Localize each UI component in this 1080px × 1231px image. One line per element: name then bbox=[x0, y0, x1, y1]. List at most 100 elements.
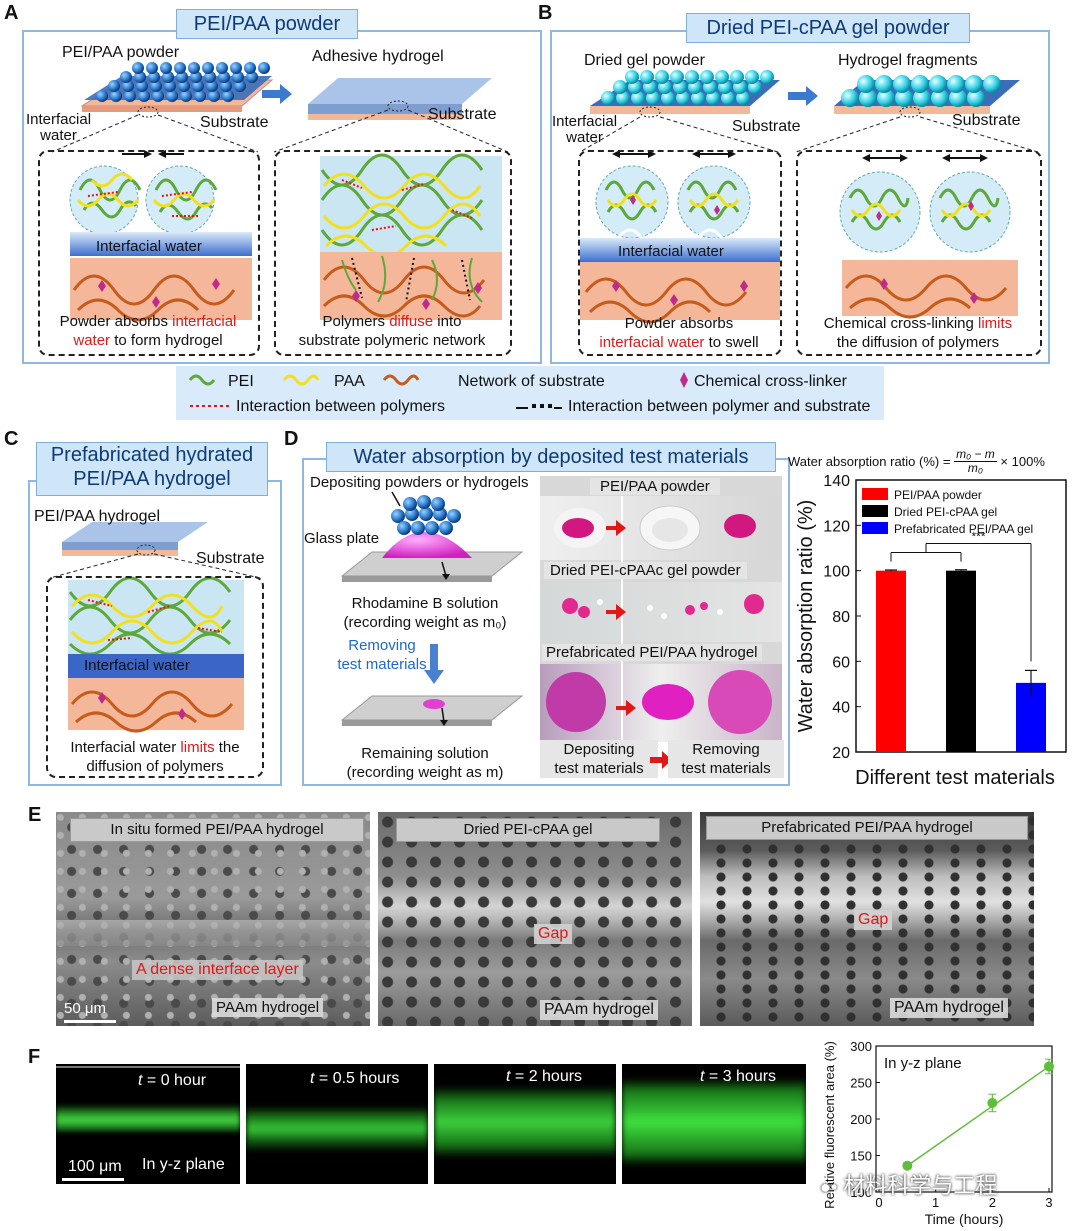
panel-e-letter: E bbox=[28, 804, 42, 826]
water-absorption-bar-chart: 20 40 60 80 100 120 140 Water absorption ratio … bbox=[795, 473, 1067, 789]
cap-text-3: substrate polymeric network bbox=[298, 332, 486, 349]
panel-d-bottom-arrow bbox=[650, 751, 672, 769]
scale-bar bbox=[62, 1178, 124, 1181]
y-tick-label: 300 bbox=[850, 1039, 872, 1054]
sem-2-title: Dried PEI-cPAA gel bbox=[396, 818, 660, 842]
panel-a-interfacial-water-band: Interfacial water bbox=[96, 238, 202, 255]
panel-a-caption-left: Powder absorbs interfacial water to form… bbox=[40, 312, 256, 350]
wechat-icon: ●• bbox=[820, 1177, 838, 1197]
panel-b-interfacial-water-band: Interfacial water bbox=[618, 243, 724, 260]
watermark-text: 材料科学与工程 bbox=[843, 1173, 998, 1198]
legend-swatches bbox=[188, 372, 688, 409]
significance-label: *** bbox=[971, 529, 985, 543]
panel-d-bottom-left: Depositing test materials bbox=[540, 740, 658, 778]
sem-3-red-label: Gap bbox=[854, 910, 893, 930]
sem-image-2 bbox=[378, 812, 692, 1026]
panel-a-letter: A bbox=[4, 2, 19, 24]
y-tick-label: 140 bbox=[823, 473, 850, 490]
sem-3-bottom-label: PAAm hydrogel bbox=[890, 998, 1008, 1018]
cap-text-2: to form hydrogel bbox=[110, 332, 223, 349]
legend-crosslinker: Chemical cross-linker bbox=[694, 373, 847, 390]
legend bbox=[176, 366, 884, 420]
panel-c-title: Prefabricated hydrated PEI/PAA hydrogel bbox=[36, 442, 268, 496]
legend-interaction-polymers: Interaction between polymers bbox=[236, 398, 445, 415]
legend-interaction-substrate: Interaction between polymer and substrat… bbox=[568, 398, 871, 415]
t-var: t bbox=[700, 1068, 705, 1085]
y-tick-label: 150 bbox=[850, 1149, 872, 1164]
rhodamine-line: Rhodamine B solution bbox=[351, 595, 499, 612]
panel-b-fragments-label: Hydrogel fragments bbox=[838, 52, 978, 69]
photo-label-1: PEI/PAA powder bbox=[590, 478, 720, 495]
t-value: = 0.5 hours bbox=[314, 1070, 400, 1087]
panel-c-box bbox=[46, 576, 264, 778]
cap-text: Powder absorbs bbox=[59, 313, 173, 330]
sem-image-1 bbox=[56, 812, 370, 1026]
cap-red: limits bbox=[180, 739, 215, 756]
sem-1-scale-bar bbox=[64, 1020, 116, 1023]
bottom-left-line-2: test materials bbox=[554, 760, 644, 777]
panel-d-letter: D bbox=[284, 428, 299, 450]
t-value: = 3 hours bbox=[704, 1068, 777, 1085]
plot-annotation: In y-z plane bbox=[884, 1055, 962, 1072]
x-axis-label: Time (hours) bbox=[925, 1211, 1004, 1227]
powder-spheres bbox=[96, 62, 270, 102]
sem-2-bottom-label: PAAm hydrogel bbox=[540, 1000, 658, 1020]
bottom-right-line-2: test materials bbox=[681, 760, 771, 777]
panel-d-title: Water absorption by deposited test mater… bbox=[326, 442, 776, 472]
legend-swatch bbox=[862, 505, 888, 517]
sem-1-scale-bar-text: 50 μm bbox=[64, 1000, 106, 1017]
panel-b-caption-right: Chemical cross-linking limits the diffus… bbox=[796, 314, 1040, 352]
panel-a-illustration bbox=[51, 62, 509, 322]
remaining-line: Remaining solution bbox=[361, 745, 489, 762]
fl-band bbox=[434, 1086, 616, 1158]
cap-red: diffuse bbox=[389, 313, 434, 330]
fl-band bbox=[56, 1104, 240, 1132]
panel-a-substrate-left: Substrate bbox=[200, 114, 269, 131]
photo-label-3: Prefabricated PEI/PAA hydrogel bbox=[542, 644, 762, 661]
sem-1-red-label: A dense interface layer bbox=[132, 960, 303, 980]
panel-d-rhodamine: Rhodamine B solution (recording weight a… bbox=[320, 594, 530, 632]
legend-network: Network of substrate bbox=[458, 373, 605, 390]
formula-den: m₀ bbox=[967, 461, 983, 475]
legend-label: Prefabricated PEI/PAA gel bbox=[894, 522, 1033, 536]
title-line-2: PEI/PAA hydrogel bbox=[73, 468, 231, 490]
legend-label: PEI/PAA powder bbox=[894, 488, 982, 502]
panel-d-formula: Water absorption ratio (%) = m₀ − m m₀ ×… bbox=[788, 448, 1045, 475]
fl-band bbox=[622, 1078, 806, 1166]
formula-suffix: × 100% bbox=[1000, 454, 1045, 469]
panel-d-glass-plate: Glass plate bbox=[304, 530, 380, 547]
panel-d-schematic bbox=[340, 491, 524, 726]
panel-b-title: Dried PEI-cPAA gel powder bbox=[686, 13, 970, 43]
panel-a-adhesive-label: Adhesive hydrogel bbox=[312, 48, 444, 65]
cap-red-2: water bbox=[73, 332, 111, 349]
bar bbox=[876, 570, 906, 752]
panel-d-removing: Removing test materials bbox=[322, 636, 442, 674]
t-value: = 2 hours bbox=[510, 1068, 583, 1085]
panel-b-substrate-left: Substrate bbox=[732, 118, 801, 135]
panel-c-illustration bbox=[49, 522, 261, 733]
y-tick-label: 60 bbox=[832, 654, 850, 671]
panel-b-letter: B bbox=[538, 2, 553, 24]
sem-3-title: Prefabricated PEI/PAA hydrogel bbox=[706, 816, 1028, 840]
cap-text: Powder absorbs bbox=[624, 315, 734, 332]
cap-text: Chemical cross-linking bbox=[823, 315, 979, 332]
panel-c-caption: Interfacial water limits the diffusion o… bbox=[46, 738, 264, 776]
data-point bbox=[1044, 1061, 1054, 1072]
formula-prefix: Water absorption ratio (%) = bbox=[788, 454, 955, 469]
y-tick-label: 100 bbox=[823, 564, 850, 581]
formula-num: m₀ − m bbox=[954, 447, 997, 462]
fl-band bbox=[246, 1106, 428, 1152]
recording-m-line: (recording weight as m) bbox=[346, 764, 504, 781]
data-point bbox=[902, 1160, 913, 1171]
bottom-left-line-1: Depositing bbox=[563, 741, 635, 758]
photo-label-2: Dried PEI-cPAAc gel powder bbox=[544, 562, 747, 579]
x-tick-label: 3 bbox=[1045, 1195, 1052, 1210]
y-tick-label: 120 bbox=[823, 518, 850, 535]
y-axis-label: Water absorption ratio (%) bbox=[795, 500, 817, 733]
sem-dense-layer bbox=[56, 920, 370, 946]
watermark: ●• 材料科学与工程 bbox=[820, 1168, 997, 1200]
recording-m0-line: (recording weight as m₀) bbox=[343, 614, 507, 631]
panel-b-illustration bbox=[578, 70, 1039, 324]
sem-2-red-label: Gap bbox=[534, 924, 573, 944]
panel-a-powder-label: PEI/PAA powder bbox=[62, 44, 180, 61]
